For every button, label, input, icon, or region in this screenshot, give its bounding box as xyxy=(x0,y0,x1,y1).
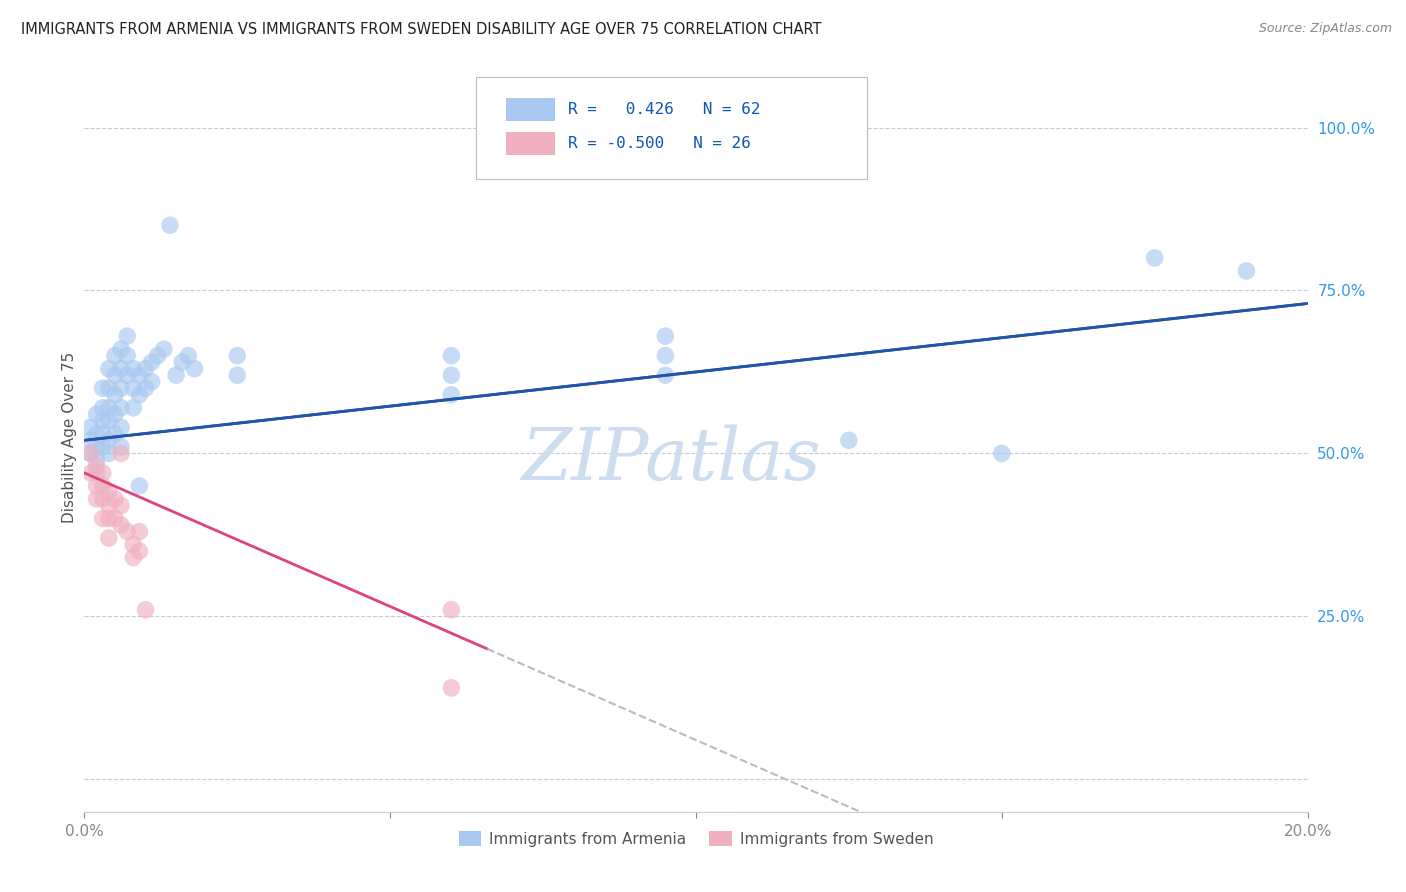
Point xyxy=(104,388,127,402)
Point xyxy=(91,466,114,480)
Point xyxy=(91,426,114,441)
Point xyxy=(115,368,138,383)
Point xyxy=(97,499,120,513)
Point xyxy=(128,368,150,383)
Point xyxy=(104,426,127,441)
Point xyxy=(91,491,114,506)
Point xyxy=(128,479,150,493)
Point xyxy=(97,446,120,460)
Point xyxy=(172,355,194,369)
Text: Source: ZipAtlas.com: Source: ZipAtlas.com xyxy=(1258,22,1392,36)
Bar xyxy=(506,132,555,154)
Point xyxy=(654,368,676,383)
Point xyxy=(159,219,181,233)
Point xyxy=(440,349,463,363)
Point xyxy=(110,381,132,395)
Point xyxy=(991,446,1014,460)
Point xyxy=(91,440,114,454)
Point xyxy=(838,434,860,448)
Point xyxy=(141,375,163,389)
Point xyxy=(110,420,132,434)
Point xyxy=(440,368,463,383)
Text: IMMIGRANTS FROM ARMENIA VS IMMIGRANTS FROM SWEDEN DISABILITY AGE OVER 75 CORRELA: IMMIGRANTS FROM ARMENIA VS IMMIGRANTS FR… xyxy=(21,22,821,37)
Point xyxy=(91,479,114,493)
Point xyxy=(135,603,157,617)
Point xyxy=(654,329,676,343)
Point xyxy=(183,361,205,376)
Point xyxy=(128,524,150,539)
Text: ZIPatlas: ZIPatlas xyxy=(522,425,821,495)
Point xyxy=(135,361,157,376)
Point xyxy=(86,440,108,454)
Point xyxy=(165,368,187,383)
Point xyxy=(440,388,463,402)
Point xyxy=(128,544,150,558)
Point xyxy=(79,466,101,480)
Y-axis label: Disability Age Over 75: Disability Age Over 75 xyxy=(62,351,77,523)
Point xyxy=(110,342,132,356)
Point xyxy=(91,414,114,428)
Point xyxy=(86,459,108,474)
Text: R = -0.500   N = 26: R = -0.500 N = 26 xyxy=(568,136,751,151)
Point xyxy=(86,491,108,506)
Point xyxy=(440,603,463,617)
Point xyxy=(86,466,108,480)
Point xyxy=(110,518,132,533)
Point xyxy=(115,349,138,363)
Point xyxy=(97,531,120,545)
Point xyxy=(110,361,132,376)
Point xyxy=(91,511,114,525)
Point xyxy=(97,485,120,500)
Point xyxy=(79,420,101,434)
Point xyxy=(122,550,145,565)
Point xyxy=(110,440,132,454)
Point xyxy=(104,368,127,383)
Point xyxy=(79,446,101,460)
Point xyxy=(86,407,108,421)
Point xyxy=(91,381,114,395)
Point xyxy=(86,426,108,441)
Point xyxy=(110,499,132,513)
Point xyxy=(97,381,120,395)
Point xyxy=(104,491,127,506)
Point xyxy=(97,434,120,448)
Point xyxy=(1236,264,1258,278)
Point xyxy=(153,342,176,356)
Point xyxy=(97,511,120,525)
Point xyxy=(122,361,145,376)
Point xyxy=(177,349,200,363)
Point xyxy=(79,434,101,448)
Bar xyxy=(506,98,555,121)
Point xyxy=(122,381,145,395)
Point xyxy=(104,407,127,421)
Point xyxy=(146,349,169,363)
Text: R =   0.426   N = 62: R = 0.426 N = 62 xyxy=(568,103,761,117)
Point xyxy=(654,349,676,363)
Point xyxy=(122,538,145,552)
Point xyxy=(128,388,150,402)
Point xyxy=(97,401,120,415)
Legend: Immigrants from Armenia, Immigrants from Sweden: Immigrants from Armenia, Immigrants from… xyxy=(453,824,939,853)
Point xyxy=(79,446,101,460)
Point xyxy=(115,329,138,343)
Point xyxy=(141,355,163,369)
Point xyxy=(86,453,108,467)
Point xyxy=(1143,251,1166,265)
Point xyxy=(97,361,120,376)
Point xyxy=(104,511,127,525)
FancyBboxPatch shape xyxy=(475,78,868,178)
Point xyxy=(122,401,145,415)
Point xyxy=(135,381,157,395)
Point xyxy=(226,349,249,363)
Point xyxy=(115,524,138,539)
Point xyxy=(91,401,114,415)
Point xyxy=(110,446,132,460)
Point xyxy=(97,414,120,428)
Point xyxy=(440,681,463,695)
Point xyxy=(104,349,127,363)
Point xyxy=(226,368,249,383)
Point xyxy=(110,401,132,415)
Point xyxy=(86,479,108,493)
